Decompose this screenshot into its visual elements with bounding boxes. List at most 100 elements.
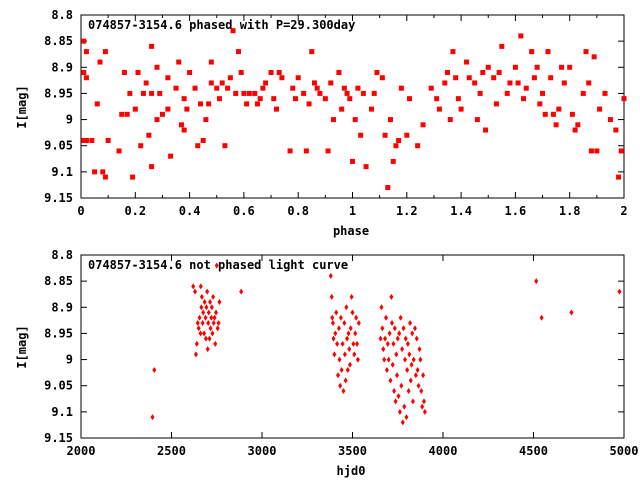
data-point: [290, 85, 296, 91]
data-point: [238, 70, 244, 76]
data-point: [392, 387, 397, 394]
data-point: [83, 49, 89, 55]
data-point: [390, 158, 396, 164]
data-point: [537, 101, 543, 107]
data-point: [414, 335, 419, 342]
data-point: [165, 106, 171, 112]
data-point: [198, 330, 203, 337]
data-point: [379, 304, 384, 311]
data-point: [507, 80, 513, 86]
data-point: [338, 382, 343, 389]
phased-x-tick-label: 1.2: [396, 204, 418, 218]
unphased-y-tick-label: 9.1: [51, 405, 73, 419]
data-point: [197, 314, 202, 321]
data-point: [534, 64, 540, 70]
data-point: [207, 335, 212, 342]
data-point: [382, 132, 388, 138]
data-point: [572, 127, 578, 133]
data-point: [181, 96, 187, 102]
phased-y-tick-label: 9.05: [44, 139, 73, 153]
data-point: [124, 111, 130, 117]
phased-plot-frame: [80, 14, 625, 199]
data-point: [561, 80, 567, 86]
data-point: [325, 148, 331, 154]
data-point: [135, 70, 141, 76]
data-point: [458, 106, 464, 112]
data-point: [569, 111, 575, 117]
data-point: [140, 90, 146, 96]
data-point: [405, 340, 410, 347]
data-point: [303, 148, 309, 154]
data-point: [204, 304, 209, 311]
data-point: [421, 398, 426, 405]
data-point: [328, 272, 333, 279]
unphased-light-curve-panel: 074857-3154.6 not phased light curve hjd…: [15, 248, 638, 478]
data-point: [381, 346, 386, 353]
data-point: [260, 85, 266, 91]
data-point: [279, 75, 285, 81]
data-point: [410, 330, 415, 337]
data-point: [374, 70, 380, 76]
data-point: [539, 314, 544, 321]
data-point: [393, 143, 399, 149]
data-point: [216, 96, 222, 102]
data-point: [205, 288, 210, 295]
data-point: [343, 377, 348, 384]
data-point: [422, 408, 427, 415]
data-point: [521, 96, 527, 102]
data-point: [360, 90, 366, 96]
unphased-y-tick-label: 9.05: [44, 379, 73, 393]
data-point: [202, 299, 207, 306]
data-point: [336, 325, 341, 332]
data-point: [420, 122, 426, 128]
data-point: [450, 49, 456, 55]
data-point: [617, 288, 622, 295]
data-point: [550, 111, 556, 117]
data-point: [203, 314, 208, 321]
data-point: [154, 117, 160, 123]
data-point: [395, 372, 400, 379]
data-point: [199, 304, 204, 311]
data-point: [102, 49, 108, 55]
data-point: [616, 174, 622, 180]
phased-x-tick-label: 1: [349, 204, 356, 218]
data-point: [588, 148, 594, 154]
data-point: [102, 174, 108, 180]
data-point: [613, 127, 619, 133]
data-point: [206, 319, 211, 326]
data-point: [337, 356, 342, 363]
data-point: [355, 340, 360, 347]
data-point: [89, 137, 95, 143]
data-point: [416, 382, 421, 389]
data-point: [398, 85, 404, 91]
data-point: [342, 319, 347, 326]
data-point: [157, 90, 163, 96]
phased-light-curve-panel: 074857-3154.6 phased with P=29.300day ph…: [15, 8, 628, 238]
data-point: [241, 90, 247, 96]
data-point: [420, 403, 425, 410]
data-point: [472, 80, 478, 86]
data-point: [455, 96, 461, 102]
data-point: [146, 132, 152, 138]
phased-x-tick-label: 2: [620, 204, 627, 218]
phased-y-axis-label: I[mag]: [15, 85, 29, 128]
unphased-plot-frame: [80, 254, 625, 439]
data-point: [464, 59, 470, 65]
data-point: [336, 372, 341, 379]
unphased-x-tick-label: 4500: [519, 444, 548, 458]
data-point: [354, 314, 359, 321]
data-point: [254, 101, 260, 107]
data-point: [378, 335, 383, 342]
data-point: [212, 314, 217, 321]
data-point: [143, 80, 149, 86]
data-point: [442, 80, 448, 86]
data-point: [347, 346, 352, 353]
data-point: [271, 96, 277, 102]
data-point: [152, 367, 157, 374]
data-point: [201, 309, 206, 316]
data-point: [168, 153, 174, 159]
data-point: [217, 299, 222, 306]
data-point: [569, 309, 574, 316]
data-point: [200, 319, 205, 326]
data-point: [208, 299, 213, 306]
